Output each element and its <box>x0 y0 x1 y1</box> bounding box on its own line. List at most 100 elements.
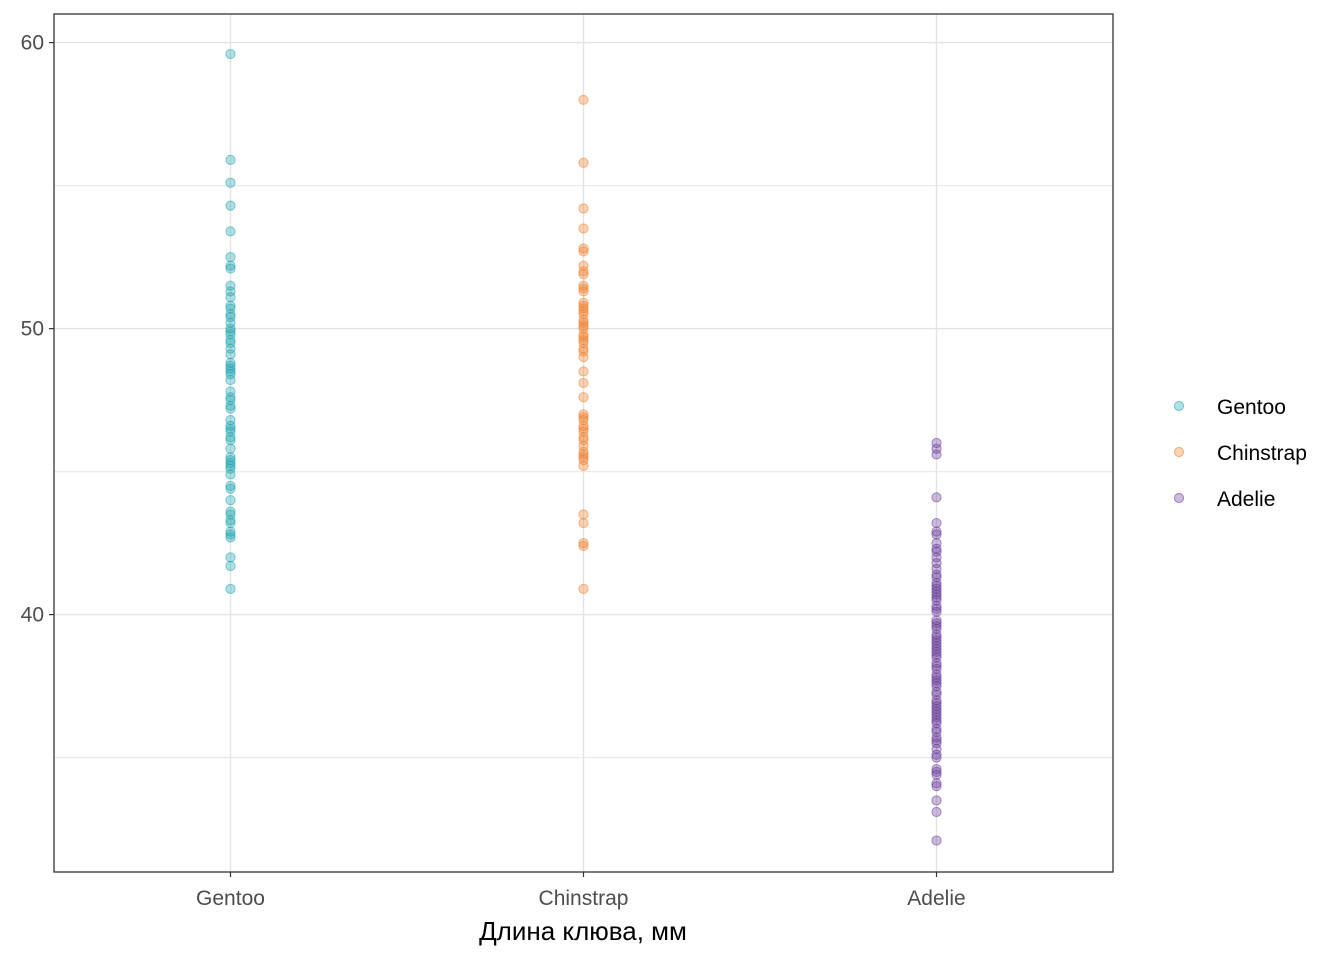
data-point-gentoo <box>225 443 236 454</box>
data-point-gentoo <box>225 154 236 165</box>
y-tick-label: 50 <box>21 318 44 341</box>
data-point-gentoo <box>225 263 236 274</box>
data-point-chinstrap <box>578 446 589 457</box>
data-point-gentoo <box>225 309 236 320</box>
data-point-gentoo <box>225 392 236 403</box>
legend-key-gentoo <box>1173 400 1185 412</box>
data-point-gentoo <box>225 457 236 469</box>
data-point-adelie <box>931 709 942 720</box>
data-point-adelie <box>931 638 942 649</box>
data-point-gentoo <box>225 386 236 397</box>
data-point-chinstrap <box>578 309 589 320</box>
data-point-chinstrap <box>578 314 589 326</box>
data-point-chinstrap <box>578 329 589 340</box>
data-point-adelie <box>931 752 942 763</box>
data-point-adelie <box>931 726 942 737</box>
data-point-adelie <box>931 629 942 640</box>
data-point-adelie <box>931 681 942 692</box>
data-point-gentoo <box>225 483 236 494</box>
data-point-gentoo <box>225 463 236 474</box>
legend-label: Adelie <box>1217 488 1275 511</box>
data-point-adelie <box>931 603 942 614</box>
data-point-gentoo <box>225 200 236 211</box>
major-gridlines <box>54 14 1113 872</box>
data-point-adelie <box>931 701 942 712</box>
data-point-adelie <box>931 437 942 449</box>
data-point-gentoo <box>225 280 236 291</box>
data-point-chinstrap <box>578 280 589 291</box>
data-point-chinstrap <box>578 332 589 343</box>
data-point-gentoo <box>225 260 236 271</box>
data-point-adelie <box>931 583 942 594</box>
data-point-chinstrap <box>578 366 589 377</box>
data-point-gentoo <box>225 369 236 380</box>
data-point-chinstrap <box>578 243 589 254</box>
data-point-chinstrap <box>578 246 589 257</box>
data-point-adelie <box>931 595 942 606</box>
data-point-gentoo <box>225 515 236 526</box>
data-point-gentoo <box>225 334 236 346</box>
data-point-gentoo <box>225 517 236 529</box>
data-point-gentoo <box>225 426 236 437</box>
data-point-adelie <box>931 643 942 655</box>
data-point-chinstrap <box>578 157 589 168</box>
data-point-chinstrap <box>578 412 589 423</box>
data-point-adelie <box>931 660 942 672</box>
data-point-adelie <box>931 580 942 592</box>
data-point-gentoo <box>225 349 236 360</box>
data-point-chinstrap <box>578 269 589 280</box>
data-point-gentoo <box>225 400 236 411</box>
data-point-adelie <box>931 678 942 689</box>
data-point-chinstrap <box>578 286 589 297</box>
legend-label: Gentoo <box>1217 396 1286 419</box>
data-point-gentoo <box>225 560 236 572</box>
data-point-chinstrap <box>578 455 589 466</box>
data-point-chinstrap <box>578 423 589 434</box>
data-point-chinstrap <box>578 432 589 443</box>
data-point-adelie <box>931 578 942 589</box>
data-point-adelie <box>931 686 942 697</box>
data-point-gentoo <box>225 469 236 480</box>
data-point-adelie <box>931 618 942 629</box>
data-point-adelie <box>931 703 942 715</box>
data-point-gentoo <box>225 403 236 414</box>
data-point-adelie <box>931 706 942 717</box>
data-point-gentoo <box>225 366 236 377</box>
x-axis-title: Длина клюва, мм <box>479 916 687 946</box>
data-point-gentoo <box>225 460 236 471</box>
data-point-chinstrap <box>578 300 589 311</box>
legend-key-chinstrap <box>1173 446 1185 458</box>
data-point-chinstrap <box>578 266 589 277</box>
data-point-adelie <box>931 529 942 540</box>
data-point-chinstrap <box>578 460 589 471</box>
data-point-adelie <box>931 640 942 652</box>
data-point-gentoo <box>225 48 236 60</box>
data-point-chinstrap <box>578 452 589 463</box>
data-point-gentoo <box>225 303 236 314</box>
data-point-chinstrap <box>578 346 589 357</box>
data-point-adelie <box>931 635 942 646</box>
y-axis: 40 50 60 <box>21 32 54 627</box>
data-point-chinstrap <box>578 409 589 420</box>
data-point-adelie <box>931 632 942 643</box>
data-point-gentoo <box>225 292 236 303</box>
data-point-adelie <box>931 769 942 780</box>
data-point-chinstrap <box>578 260 589 271</box>
data-point-gentoo <box>225 252 236 263</box>
data-point-chinstrap <box>578 203 589 214</box>
x-axis: Gentoo Chinstrap Adelie <box>196 872 966 910</box>
data-point-chinstrap <box>578 323 589 334</box>
legend-key-adelie <box>1173 492 1185 504</box>
data-point-adelie <box>931 795 942 806</box>
data-point-gentoo <box>225 300 236 311</box>
data-point-gentoo <box>225 357 236 369</box>
data-point-gentoo <box>225 423 236 434</box>
data-point-chinstrap <box>578 343 589 354</box>
data-point-adelie <box>931 806 942 818</box>
data-point-adelie <box>931 689 942 700</box>
data-point-adelie <box>931 778 942 789</box>
data-point-adelie <box>931 712 942 723</box>
data-point-gentoo <box>225 495 236 506</box>
data-point-gentoo <box>225 455 236 466</box>
